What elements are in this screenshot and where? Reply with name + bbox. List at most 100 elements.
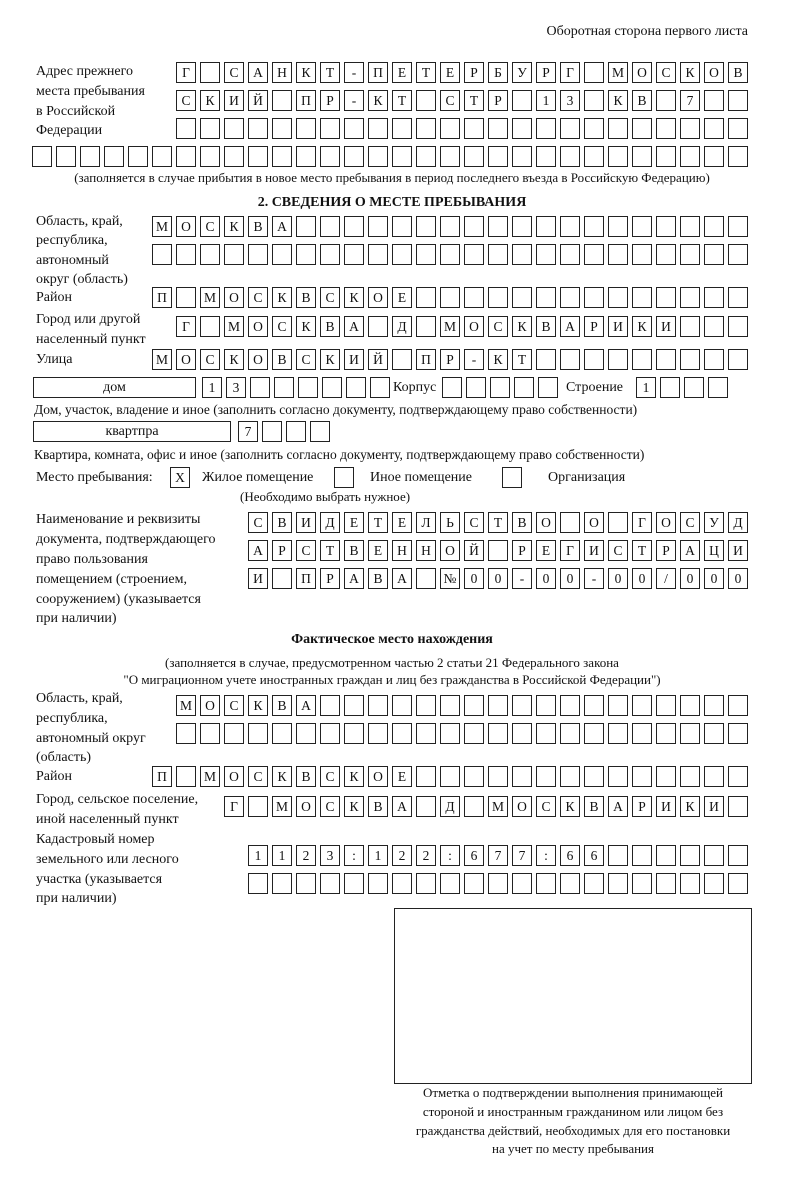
city-cell[interactable]: В (536, 316, 556, 337)
prev-address-row1-cell[interactable]: К (296, 62, 316, 83)
prev-address-row2-cell[interactable] (728, 90, 748, 111)
stay-option-checkbox-other[interactable] (334, 467, 354, 488)
district-cell[interactable] (632, 287, 652, 308)
actual-district-cell[interactable]: С (320, 766, 340, 787)
region-row1-cell[interactable] (728, 216, 748, 237)
actual-region-row2-cell[interactable] (368, 723, 388, 744)
district-cell[interactable] (584, 287, 604, 308)
prev-address-row2-cell[interactable]: К (200, 90, 220, 111)
region-row2-cell[interactable] (728, 244, 748, 265)
actual-region-row1-cell[interactable] (512, 695, 532, 716)
prev-address-row4-cell[interactable] (728, 146, 748, 167)
document-row1-cell[interactable]: Т (368, 512, 388, 533)
document-row1-cell[interactable]: О (584, 512, 604, 533)
cadastre-row1-cell[interactable] (704, 845, 724, 866)
actual-region-row2-cell[interactable] (512, 723, 532, 744)
city-cell[interactable]: Д (392, 316, 412, 337)
actual-region-row1-cell[interactable] (560, 695, 580, 716)
prev-address-row3-cell[interactable] (320, 118, 340, 139)
cadastre-row2-cell[interactable] (560, 873, 580, 894)
prev-address-row2-cell[interactable]: 7 (680, 90, 700, 111)
cadastre-row1-cell[interactable]: 6 (464, 845, 484, 866)
region-row1-cell[interactable] (440, 216, 460, 237)
prev-address-row1-cell[interactable]: П (368, 62, 388, 83)
street-cell[interactable] (536, 349, 556, 370)
prev-address-row4-cell[interactable] (464, 146, 484, 167)
actual-city-cell[interactable] (464, 796, 484, 817)
actual-district-cell[interactable] (704, 766, 724, 787)
region-row2-cell[interactable] (584, 244, 604, 265)
document-row2-cell[interactable]: Н (416, 540, 436, 561)
city-cell[interactable]: О (464, 316, 484, 337)
document-row1-cell[interactable]: В (512, 512, 532, 533)
region-row1-cell[interactable] (560, 216, 580, 237)
prev-address-row2-cell[interactable]: Т (392, 90, 412, 111)
actual-city-cell[interactable]: А (608, 796, 628, 817)
region-row1-cell[interactable]: О (176, 216, 196, 237)
prev-address-row4-cell[interactable] (392, 146, 412, 167)
prev-address-row1-cell[interactable]: С (224, 62, 244, 83)
document-row3-cell[interactable]: / (656, 568, 676, 589)
district-cell[interactable]: К (272, 287, 292, 308)
actual-city-cell[interactable]: С (536, 796, 556, 817)
actual-city-cell[interactable]: Р (632, 796, 652, 817)
document-row3-cell[interactable]: 0 (488, 568, 508, 589)
actual-district-cell[interactable] (680, 766, 700, 787)
document-row3-cell[interactable]: 0 (680, 568, 700, 589)
stroenie-cell[interactable] (660, 377, 680, 398)
korpus-cell[interactable] (538, 377, 558, 398)
actual-city-cell[interactable]: И (656, 796, 676, 817)
stroenie-cell[interactable] (684, 377, 704, 398)
house-number-cell[interactable] (370, 377, 390, 398)
house-number-cell[interactable] (346, 377, 366, 398)
document-row1-cell[interactable]: С (248, 512, 268, 533)
prev-address-row1-cell[interactable]: Е (392, 62, 412, 83)
actual-district-cell[interactable] (728, 766, 748, 787)
document-row2-cell[interactable]: И (584, 540, 604, 561)
house-number-cell[interactable]: 1 (202, 377, 222, 398)
street-cell[interactable]: О (176, 349, 196, 370)
prev-address-row3-cell[interactable] (344, 118, 364, 139)
prev-address-row2-cell[interactable] (584, 90, 604, 111)
actual-region-row1-cell[interactable]: С (224, 695, 244, 716)
prev-address-row1-cell[interactable]: Б (488, 62, 508, 83)
region-row2-cell[interactable] (680, 244, 700, 265)
cadastre-row2-cell[interactable] (680, 873, 700, 894)
prev-address-row3-cell[interactable] (416, 118, 436, 139)
prev-address-row2-cell[interactable]: С (440, 90, 460, 111)
actual-region-row1-cell[interactable] (608, 695, 628, 716)
prev-address-row4-cell[interactable] (536, 146, 556, 167)
region-row1-cell[interactable] (656, 216, 676, 237)
house-number-cell[interactable]: 3 (226, 377, 246, 398)
document-row3-cell[interactable]: № (440, 568, 460, 589)
region-row2-cell[interactable] (248, 244, 268, 265)
region-row2-cell[interactable] (320, 244, 340, 265)
document-row1-cell[interactable]: Е (344, 512, 364, 533)
prev-address-row3-cell[interactable] (584, 118, 604, 139)
region-row2-cell[interactable] (368, 244, 388, 265)
prev-address-row3-cell[interactable] (488, 118, 508, 139)
cadastre-row1-cell[interactable]: : (344, 845, 364, 866)
region-row2-cell[interactable] (512, 244, 532, 265)
cadastre-row2-cell[interactable] (320, 873, 340, 894)
actual-district-cell[interactable]: М (200, 766, 220, 787)
cadastre-row1-cell[interactable]: : (440, 845, 460, 866)
prev-address-row3-cell[interactable] (704, 118, 724, 139)
actual-district-cell[interactable]: К (272, 766, 292, 787)
prev-address-row2-cell[interactable] (512, 90, 532, 111)
actual-region-row1-cell[interactable] (344, 695, 364, 716)
district-cell[interactable]: С (248, 287, 268, 308)
street-cell[interactable] (392, 349, 412, 370)
city-cell[interactable] (704, 316, 724, 337)
region-row2-cell[interactable] (224, 244, 244, 265)
document-row1-cell[interactable]: Д (320, 512, 340, 533)
district-cell[interactable]: К (344, 287, 364, 308)
document-row2-cell[interactable]: А (248, 540, 268, 561)
city-cell[interactable] (200, 316, 220, 337)
house-number-cell[interactable] (250, 377, 270, 398)
street-cell[interactable]: К (320, 349, 340, 370)
prev-address-row1-cell[interactable]: Г (176, 62, 196, 83)
region-row2-cell[interactable] (200, 244, 220, 265)
actual-district-cell[interactable]: П (152, 766, 172, 787)
cadastre-row1-cell[interactable]: 3 (320, 845, 340, 866)
